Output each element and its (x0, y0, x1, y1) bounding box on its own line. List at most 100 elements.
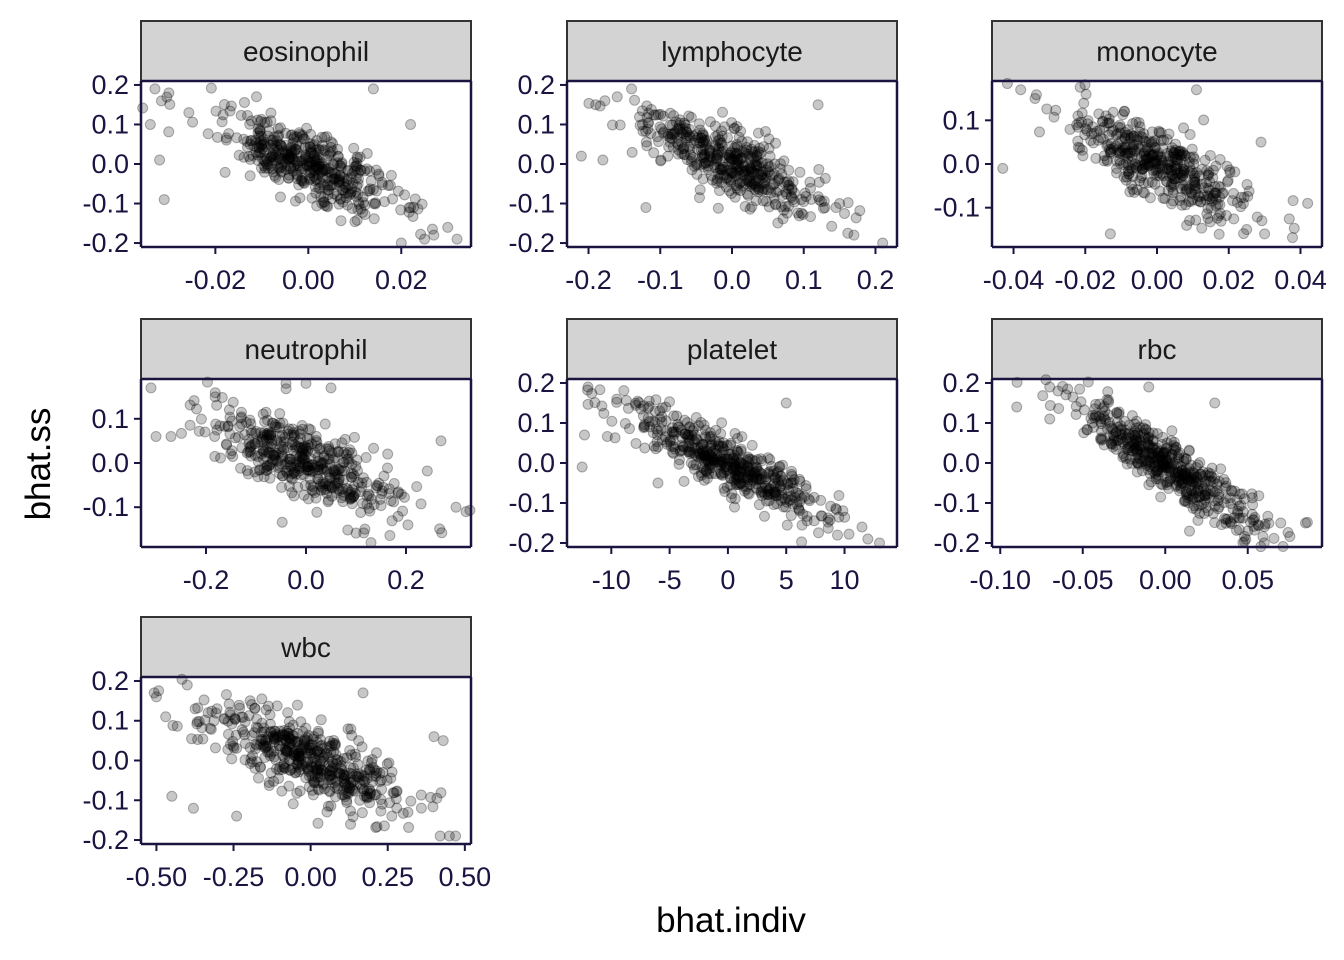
y-tick-label: 0.2 (91, 70, 129, 100)
data-point (1145, 447, 1157, 459)
data-point (209, 430, 221, 442)
y-tick-label: 0.1 (517, 109, 555, 139)
data-point (1108, 433, 1120, 445)
data-point (252, 149, 264, 161)
data-point (1204, 176, 1216, 188)
data-point (1098, 121, 1110, 133)
data-point (244, 742, 256, 754)
data-point (1145, 138, 1157, 150)
data-point (220, 132, 232, 144)
data-point (1086, 128, 1098, 140)
data-point (1072, 141, 1084, 153)
data-point (1114, 154, 1126, 166)
data-point (208, 715, 220, 727)
data-point (336, 158, 348, 170)
data-point (594, 100, 606, 112)
data-point (334, 160, 346, 172)
data-point (278, 153, 290, 165)
data-point (293, 141, 305, 153)
data-point (1189, 172, 1201, 184)
data-point (347, 491, 359, 503)
data-point (668, 110, 680, 122)
data-point (763, 201, 775, 213)
data-point (309, 160, 321, 172)
data-point (722, 149, 734, 161)
data-point (786, 477, 798, 489)
data-point (1167, 187, 1179, 199)
data-point (254, 126, 266, 138)
data-point (299, 141, 311, 153)
data-point (1200, 177, 1212, 189)
data-point (1103, 129, 1115, 141)
data-point (1140, 136, 1152, 148)
data-point (294, 192, 306, 204)
data-point (297, 726, 309, 738)
data-point (1210, 193, 1222, 205)
data-point (370, 185, 382, 197)
data-point (735, 125, 747, 137)
data-point (1123, 165, 1135, 177)
data-point (403, 821, 415, 833)
data-point (1207, 172, 1219, 184)
data-point (795, 194, 807, 206)
data-point (1128, 130, 1140, 142)
data-point (1140, 151, 1152, 163)
data-point (1164, 164, 1176, 176)
data-point (727, 452, 739, 464)
data-point (375, 805, 387, 817)
data-point (666, 133, 678, 145)
data-point (360, 452, 372, 464)
data-point (1118, 105, 1130, 117)
data-point (305, 146, 317, 158)
data-point (1015, 84, 1027, 96)
data-point (1189, 180, 1201, 192)
data-point (255, 139, 267, 151)
data-point (626, 146, 638, 158)
data-point (275, 166, 287, 178)
data-point (611, 393, 623, 405)
data-point (740, 178, 752, 190)
data-point (704, 455, 716, 467)
data-point (297, 163, 309, 175)
data-point (686, 164, 698, 176)
data-point (310, 144, 322, 156)
data-point (714, 163, 726, 175)
data-point (1178, 174, 1190, 186)
data-point (277, 156, 289, 168)
data-point (1088, 127, 1100, 139)
data-point (717, 156, 729, 168)
data-point (753, 160, 765, 172)
data-point (1130, 162, 1142, 174)
data-point (342, 199, 354, 211)
data-point (1050, 104, 1062, 116)
data-point (780, 186, 792, 198)
y-tick-label: 0.0 (91, 448, 129, 478)
data-point (245, 115, 257, 127)
data-point (267, 149, 279, 161)
data-point (731, 138, 743, 150)
data-point (739, 147, 751, 159)
data-point (345, 186, 357, 198)
data-point (309, 181, 321, 193)
data-point (1268, 532, 1280, 544)
data-point (754, 142, 766, 154)
data-point (313, 160, 325, 172)
x-tick-label: -0.2 (183, 565, 230, 595)
data-point (759, 173, 771, 185)
data-point (332, 143, 344, 155)
data-point (674, 114, 686, 126)
data-point (155, 95, 167, 107)
data-point (756, 177, 768, 189)
data-point (1114, 147, 1126, 159)
data-point (314, 177, 326, 189)
data-point (339, 181, 351, 193)
data-point (323, 494, 335, 506)
y-tick-label: 0.1 (91, 404, 129, 434)
data-point (1153, 457, 1165, 469)
data-point (1132, 140, 1144, 152)
data-point (315, 714, 327, 726)
data-point (339, 187, 351, 199)
data-point (1157, 170, 1169, 182)
data-point (296, 172, 308, 184)
data-point (1155, 152, 1167, 164)
